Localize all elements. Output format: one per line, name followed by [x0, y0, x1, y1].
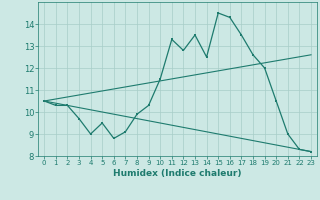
X-axis label: Humidex (Indice chaleur): Humidex (Indice chaleur) [113, 169, 242, 178]
